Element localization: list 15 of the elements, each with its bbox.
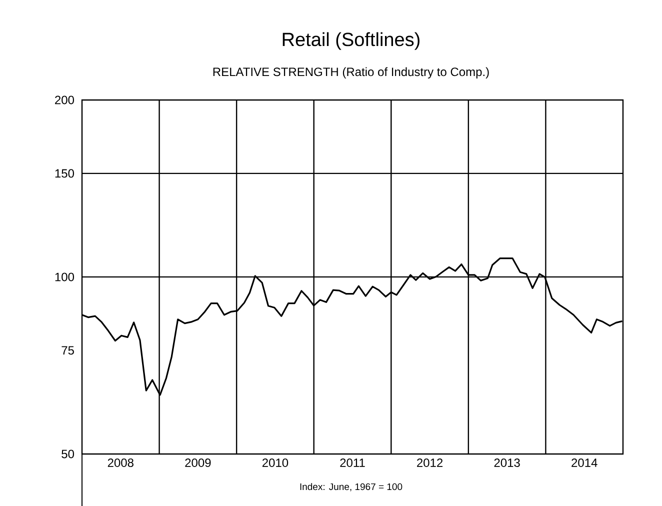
y-tick-label: 75	[62, 346, 74, 354]
x-tick-label: 2012	[417, 458, 443, 467]
y-tick-label: 200	[55, 96, 74, 104]
x-tick-label: 2008	[108, 458, 134, 467]
y-tick-label: 100	[55, 272, 74, 281]
text: Index: June, 1967 = 100	[300, 482, 402, 491]
chart-subtitle: RELATIVE STRENGTH (Ratio of Industry to Comp.)	[213, 67, 489, 78]
y-tick-label: 50	[62, 449, 74, 458]
x-tick-label: 2014	[572, 458, 598, 467]
y-tick-label: 150	[55, 168, 74, 178]
x-tick-label: 2013	[494, 458, 520, 467]
x-tick-label: 2011	[340, 458, 365, 467]
chart-title: Retail (Softlines)	[282, 32, 420, 50]
x-tick-label: 2009	[185, 458, 211, 467]
x-tick-label: 2010	[262, 458, 288, 467]
